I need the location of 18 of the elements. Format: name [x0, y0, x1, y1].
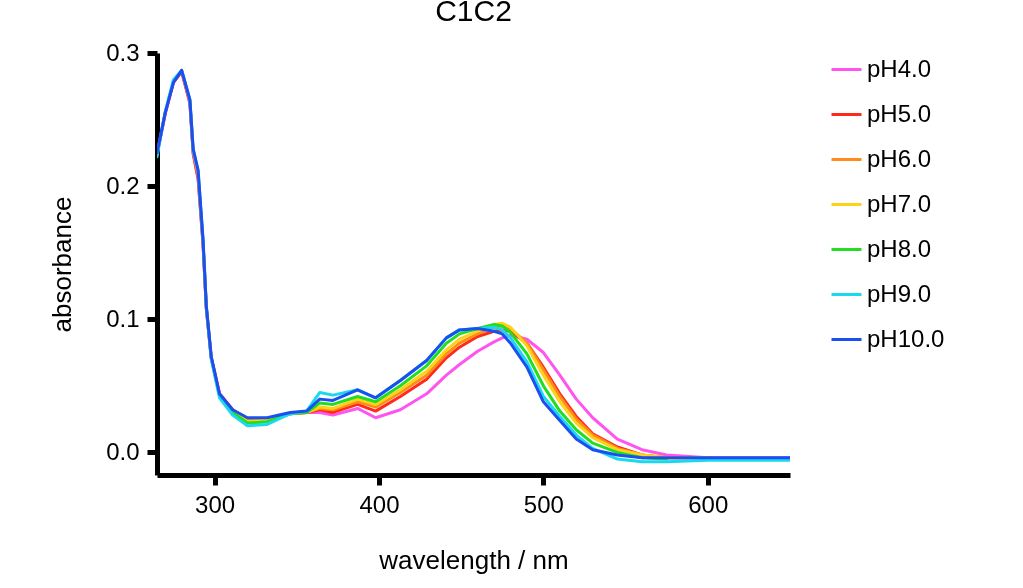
y-tick-label: 0.2: [106, 171, 140, 199]
x-tick-label: 500: [523, 490, 564, 518]
chart-title: C1C2: [435, 0, 512, 27]
legend-label: pH6.0: [867, 144, 932, 172]
legend-label: pH9.0: [867, 279, 932, 307]
x-tick-label: 400: [359, 490, 400, 518]
y-tick-label: 0.1: [106, 304, 140, 332]
legend-label: pH10.0: [867, 324, 945, 352]
y-tick-label: 0.3: [106, 38, 140, 66]
y-axis-title: absorbance: [47, 196, 78, 333]
legend-label: pH4.0: [867, 54, 932, 82]
legend-label: pH5.0: [867, 99, 932, 127]
legend-label: pH8.0: [867, 234, 932, 262]
y-tick-label: 0.0: [106, 437, 140, 465]
x-tick-label: 600: [688, 490, 729, 518]
x-axis-title: wavelength / nm: [378, 544, 569, 575]
legend-label: pH7.0: [867, 189, 932, 217]
x-tick-label: 300: [195, 490, 236, 518]
